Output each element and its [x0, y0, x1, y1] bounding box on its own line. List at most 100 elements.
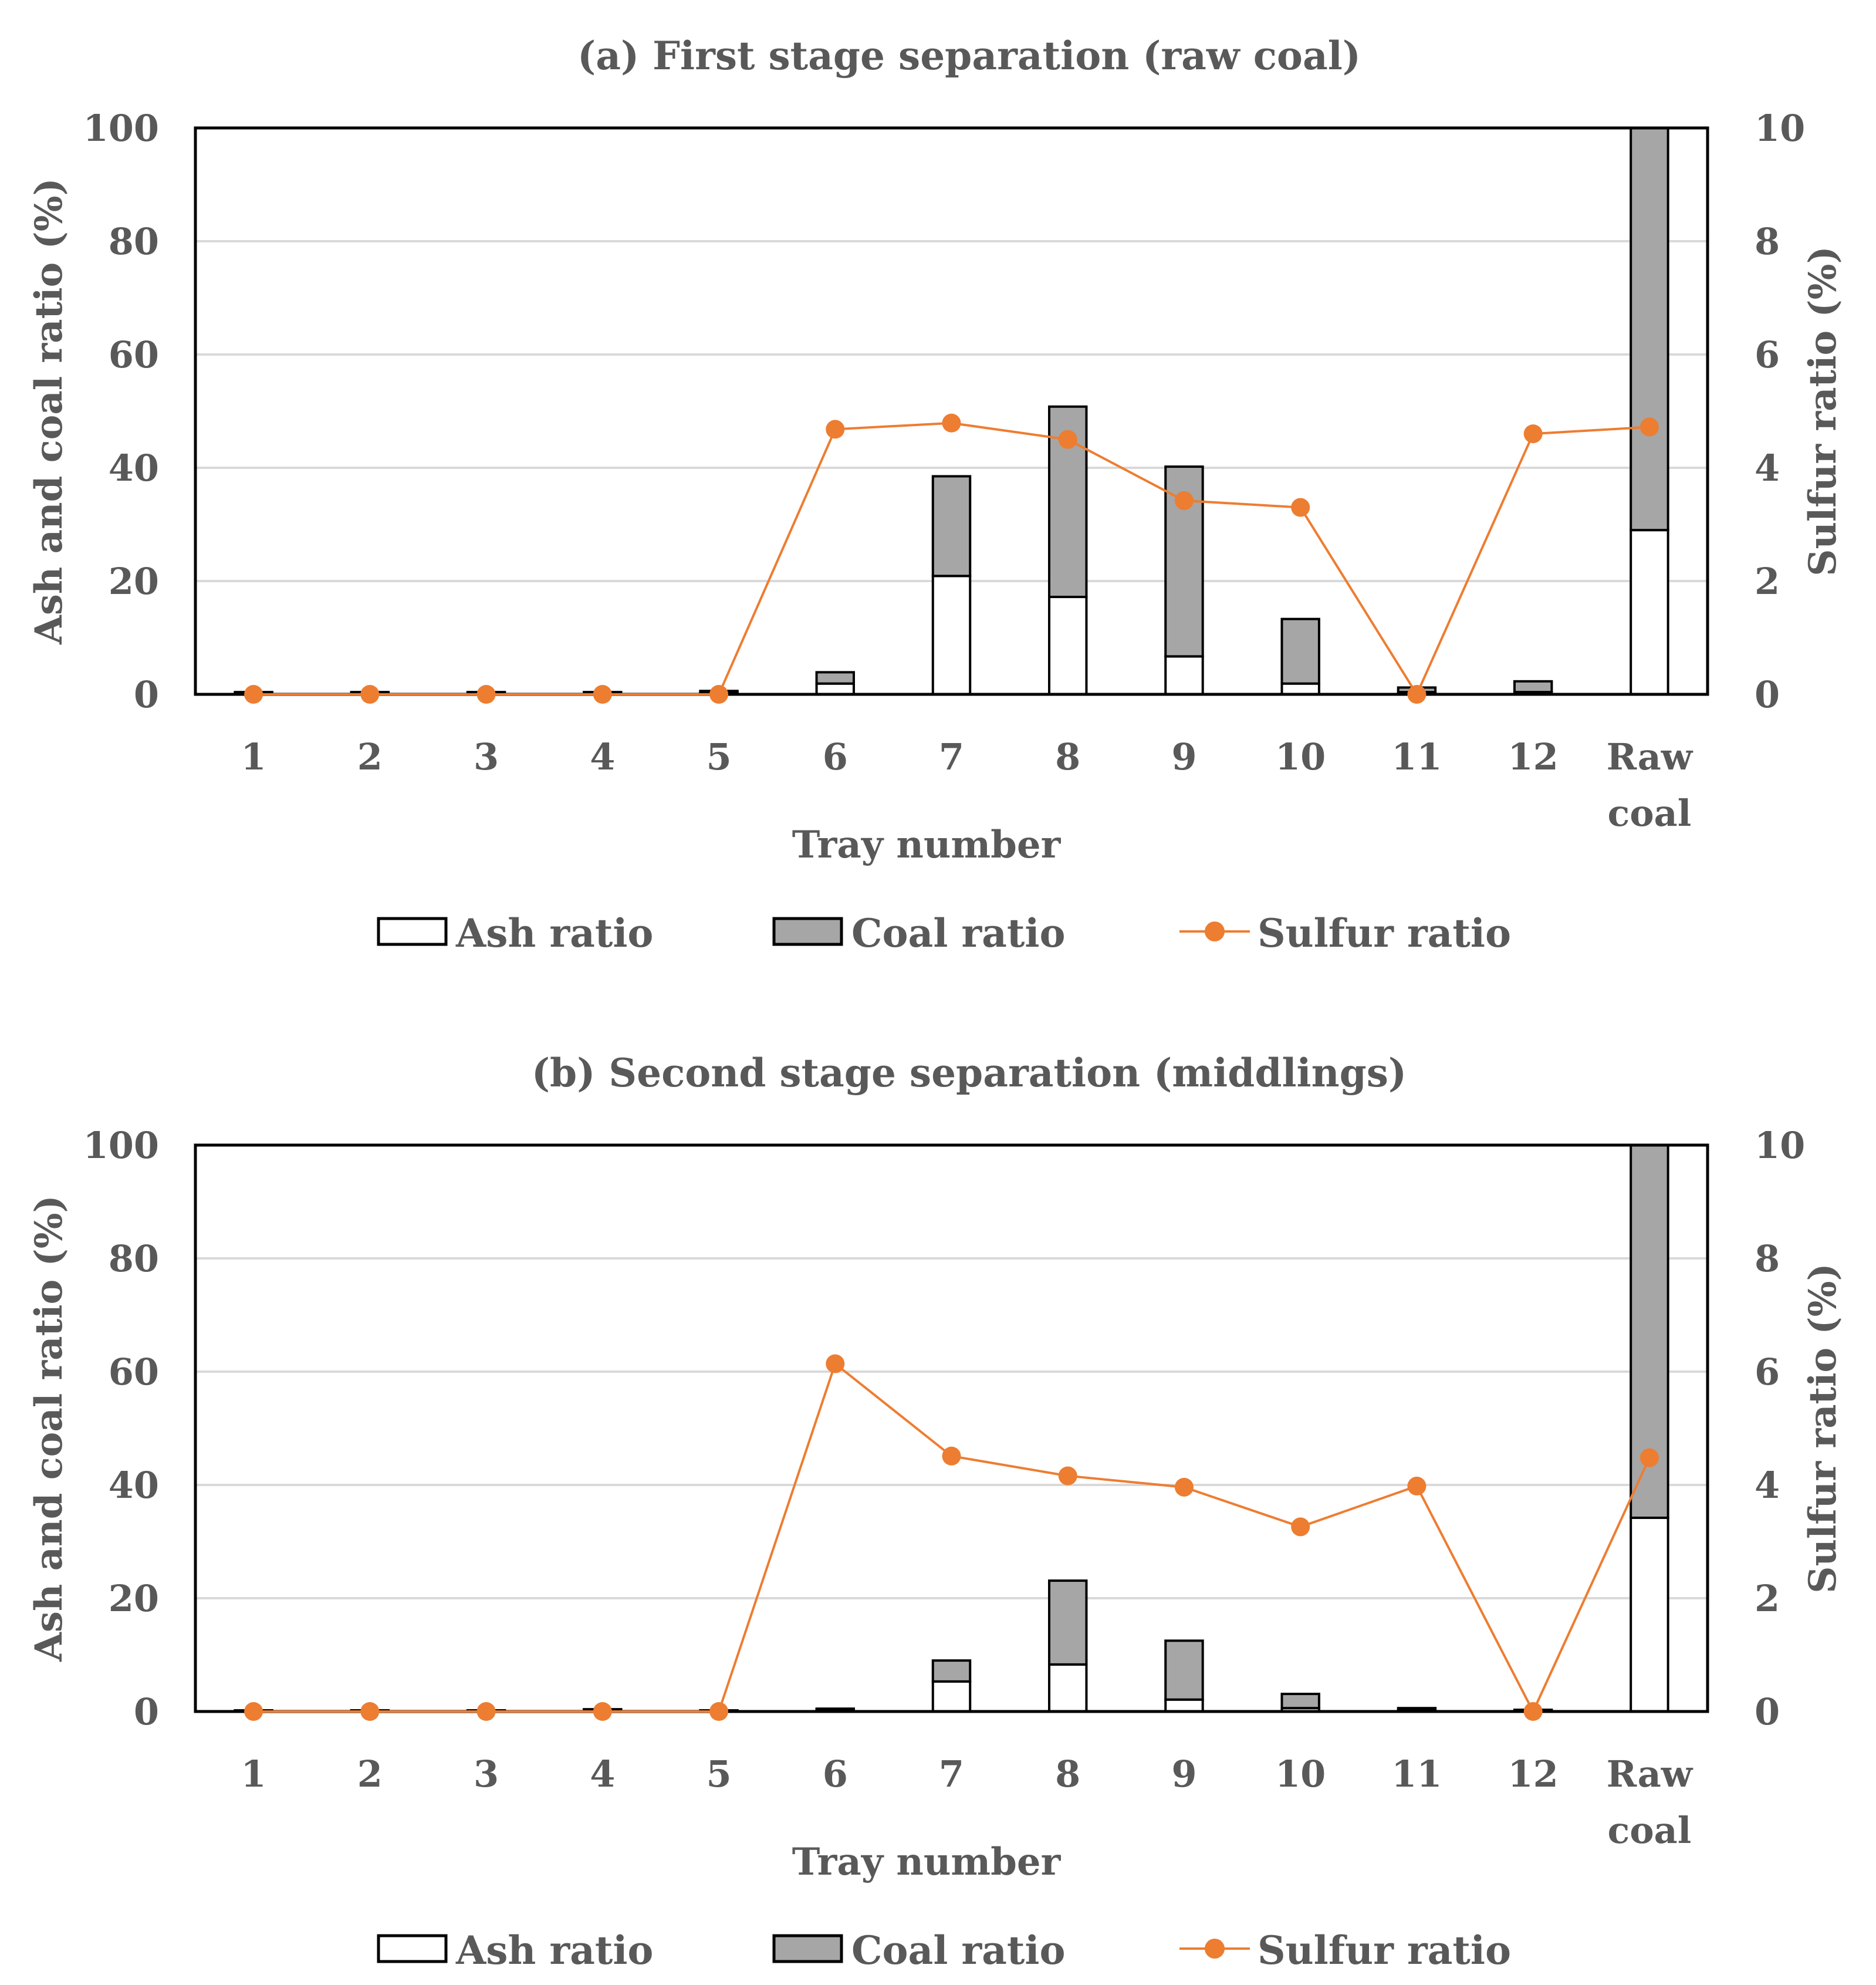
sulfur-ratio-point	[709, 1702, 729, 1721]
bar-ash-ratio	[1048, 596, 1088, 696]
y-tick-label: 0	[134, 673, 159, 716]
legend-label-sulfur: Sulfur ratio	[1258, 910, 1511, 956]
sulfur-ratio-point	[1407, 1476, 1427, 1495]
y2-tick-label: 4	[1755, 1464, 1780, 1507]
sulfur-ratio-point	[360, 1702, 380, 1721]
x-tick-label: 4	[590, 1753, 615, 1795]
bar-coal-ratio	[1630, 127, 1669, 532]
y2-tick-label: 10	[1755, 107, 1805, 150]
legend-label-ash: Ash ratio	[455, 1927, 653, 1973]
sulfur-ratio-point	[1291, 1517, 1310, 1537]
x-tick-label: Raw	[1607, 1753, 1694, 1795]
y2-tick-label: 10	[1755, 1124, 1805, 1167]
y2-tick-label: 6	[1755, 1351, 1780, 1393]
sulfur-ratio-point	[360, 685, 380, 704]
sulfur-ratio-point	[1407, 685, 1427, 704]
plot-frame	[194, 126, 1709, 696]
y2-tick-label: 2	[1755, 1577, 1780, 1620]
bar-coal-ratio	[1280, 617, 1320, 685]
legend-label-ash: Ash ratio	[455, 910, 653, 956]
x-tick-label: 10	[1275, 735, 1326, 778]
sulfur-ratio-point	[1640, 417, 1659, 437]
x-tick-label: 4	[590, 735, 615, 778]
sulfur-ratio-point	[709, 685, 729, 704]
x-tick-label: 8	[1055, 735, 1080, 778]
x-tick-label: 3	[474, 1753, 499, 1795]
sulfur-ratio-point	[593, 1702, 612, 1721]
x-tick-label: 7	[939, 735, 964, 778]
x-tick-label: 5	[706, 735, 731, 778]
x-tick-label: 6	[823, 1753, 848, 1795]
y-tick-label: 40	[109, 1464, 159, 1507]
sulfur-ratio-point	[476, 1702, 496, 1721]
x-tick-label: Raw	[1607, 735, 1694, 778]
sulfur-ratio-point	[593, 685, 612, 704]
bar-coal-ratio	[931, 1659, 972, 1683]
sulfur-ratio-line	[253, 1362, 1651, 1714]
sulfur-ratio-point	[1523, 1702, 1543, 1721]
y2-tick-label: 0	[1755, 673, 1780, 716]
x-tick-label: 9	[1171, 735, 1196, 778]
sulfur-ratio-point	[1174, 491, 1194, 510]
bar-coal-ratio	[815, 671, 855, 685]
chart-title: (b) Second stage separation (middlings)	[532, 1050, 1407, 1096]
bar-coal-ratio	[1048, 1579, 1088, 1666]
x-tick-label: 2	[357, 735, 383, 778]
x-tick-label: 8	[1055, 1753, 1080, 1795]
bar-coal-ratio	[1164, 1639, 1204, 1701]
x-tick-label: coal	[1607, 1809, 1691, 1852]
bar-ash-ratio	[1630, 529, 1669, 696]
y-tick-label: 60	[109, 333, 159, 376]
y2-tick-label: 4	[1755, 447, 1780, 490]
y-tick-label: 20	[109, 560, 159, 603]
x-tick-label: 6	[823, 735, 848, 778]
sulfur-ratio-point	[942, 413, 961, 433]
legend-label-sulfur: Sulfur ratio	[1258, 1927, 1511, 1973]
chart-title: (a) First stage separation (raw coal)	[577, 33, 1361, 79]
y-axis-label: Ash and coal ratio (%)	[27, 1195, 71, 1662]
sulfur-ratio-point	[1640, 1448, 1659, 1467]
sulfur-ratio-point	[1523, 424, 1543, 444]
y-tick-label: 20	[109, 1577, 159, 1620]
y2-tick-label: 8	[1755, 220, 1780, 263]
y2-tick-label: 6	[1755, 333, 1780, 376]
x-tick-label: 11	[1391, 735, 1442, 778]
legend-label-coal: Coal ratio	[851, 910, 1065, 956]
y-axis-label: Ash and coal ratio (%)	[27, 178, 71, 645]
y-tick-label: 100	[83, 107, 159, 150]
y-tick-label: 40	[109, 447, 159, 490]
chart-panel-b: (b) Second stage separation (middlings) 0…	[27, 1050, 1845, 1973]
sulfur-ratio-point	[244, 1702, 263, 1721]
x-tick-label: 2	[357, 1753, 383, 1795]
plot-frame	[194, 1143, 1709, 1713]
y2-tick-label: 2	[1755, 560, 1780, 603]
x-tick-label: 1	[241, 1753, 266, 1795]
sulfur-ratio-point	[1291, 498, 1310, 517]
legend-swatch-ash	[377, 1934, 448, 1963]
x-tick-label: 3	[474, 735, 499, 778]
y-tick-label: 60	[109, 1351, 159, 1393]
y2-tick-label: 0	[1755, 1690, 1780, 1733]
x-tick-label: 5	[706, 1753, 731, 1795]
sulfur-ratio-point	[244, 685, 263, 704]
sulfur-ratio-point	[826, 1354, 845, 1373]
x-tick-label: 9	[1171, 1753, 1196, 1795]
x-axis-label: Tray number	[792, 823, 1062, 867]
sulfur-ratio-point	[1058, 430, 1077, 449]
legend-swatch-coal	[772, 917, 843, 946]
x-axis-label: Tray number	[792, 1840, 1062, 1884]
y-tick-label: 80	[109, 1237, 159, 1280]
sulfur-ratio-point	[1058, 1466, 1077, 1486]
bar-ash-ratio	[1164, 655, 1204, 696]
legend-swatch-coal	[772, 1934, 843, 1963]
bar-ash-ratio	[931, 1680, 972, 1713]
x-tick-label: 7	[939, 1753, 964, 1795]
bar-ash-ratio	[1164, 1698, 1204, 1713]
bar-coal-ratio	[1513, 680, 1553, 694]
bar-coal-ratio	[1280, 1693, 1320, 1710]
bar-coal-ratio	[1397, 1707, 1437, 1712]
sulfur-ratio-point	[826, 420, 845, 439]
bar-ash-ratio	[1280, 682, 1320, 696]
bar-ash-ratio	[815, 682, 855, 696]
